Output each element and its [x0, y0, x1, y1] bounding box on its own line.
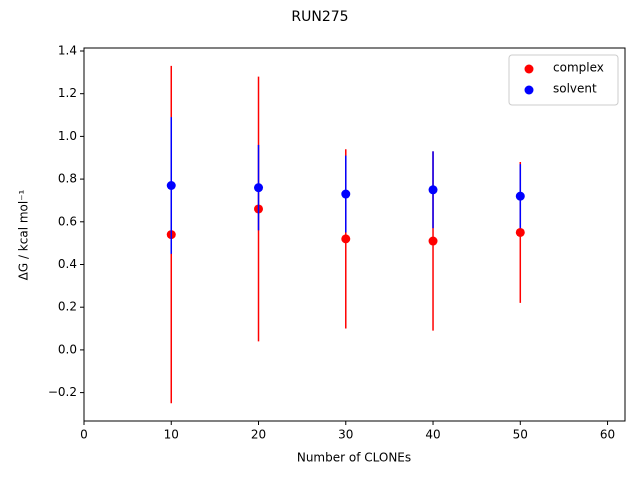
legend-box	[508, 54, 619, 106]
x-tick-label: 0	[80, 428, 88, 442]
x-axis-label: Number of CLONEs	[297, 451, 411, 465]
y-tick-label: 1.0	[58, 129, 77, 143]
y-tick-label: 0.0	[58, 342, 77, 356]
point	[254, 183, 264, 193]
y-tick-label: −0.2	[48, 385, 77, 399]
x-tick-label: 20	[251, 428, 266, 442]
y-tick-label: 1.2	[58, 86, 77, 100]
legend-marker	[524, 85, 534, 95]
point	[515, 227, 525, 237]
legend-marker	[524, 64, 534, 74]
legend-label: complex	[553, 61, 604, 75]
chart-title: RUN275	[291, 9, 348, 25]
y-axis-label: ΔG / kcal mol⁻¹	[17, 189, 31, 280]
point	[428, 236, 438, 246]
x-tick-label: 60	[600, 428, 615, 442]
y-tick-label: 0.2	[58, 300, 77, 314]
y-tick-label: 0.4	[58, 257, 77, 271]
y-tick-label: 1.4	[58, 43, 77, 57]
legend-label: solvent	[553, 82, 597, 96]
point	[166, 180, 176, 190]
y-tick-label: 0.8	[58, 172, 77, 186]
point	[341, 189, 351, 199]
point	[428, 185, 438, 195]
x-tick-label: 30	[338, 428, 353, 442]
x-tick-label: 10	[164, 428, 179, 442]
y-tick-label: 0.6	[58, 214, 77, 228]
x-tick-label: 50	[513, 428, 528, 442]
x-tick-label: 40	[425, 428, 440, 442]
point	[341, 234, 351, 244]
plot-frame	[83, 47, 626, 422]
point	[515, 191, 525, 201]
